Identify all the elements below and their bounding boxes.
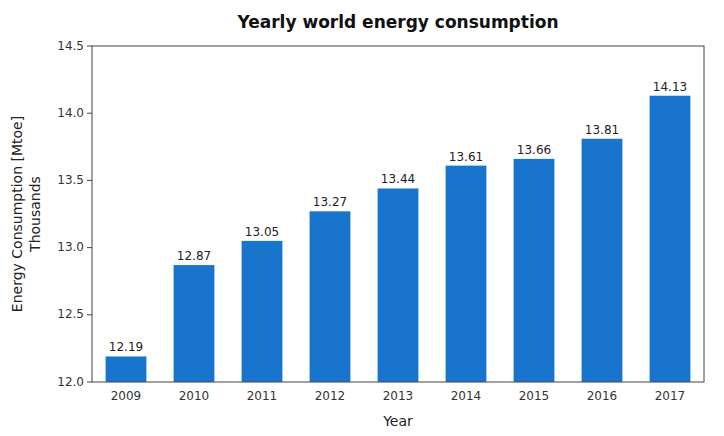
chart-title: Yearly world energy consumption — [236, 12, 558, 32]
y-tick-label: 14.0 — [57, 106, 84, 120]
bar — [310, 211, 351, 382]
y-tick — [87, 113, 92, 114]
data-label: 12.87 — [177, 249, 211, 263]
bar — [582, 139, 623, 382]
x-tick-label: 2015 — [519, 389, 550, 403]
data-label: 13.61 — [449, 150, 483, 164]
x-axis-title: Year — [382, 413, 413, 429]
plot-frame — [92, 46, 704, 382]
y-tick-label: 12.5 — [57, 307, 84, 321]
y-tick — [87, 180, 92, 181]
y-tick-label: 12.0 — [57, 375, 84, 389]
x-tick-label: 2017 — [655, 389, 686, 403]
bar — [242, 241, 283, 382]
bar — [650, 96, 691, 382]
y-axis-title: Thousands — [27, 176, 43, 253]
data-label: 13.27 — [313, 195, 347, 209]
x-tick-label: 2013 — [383, 389, 414, 403]
bars — [106, 96, 691, 382]
y-tick — [87, 314, 92, 315]
x-tick-label: 2016 — [587, 389, 618, 403]
y-tick — [87, 247, 92, 248]
data-label: 13.81 — [585, 123, 619, 137]
bar — [446, 166, 487, 382]
x-axis: 2009 2010 2011 2012 2013 2014 2015 2016 2017 — [111, 389, 686, 403]
x-tick-label: 2009 — [111, 389, 142, 403]
x-tick-label: 2010 — [179, 389, 210, 403]
bar — [378, 188, 419, 382]
data-labels: 12.19 12.87 13.05 13.27 13.44 13.61 13.66 13.81… — [109, 80, 687, 355]
chart-svg: 12.19 12.87 13.05 13.27 13.44 13.61 13.66 13.81… — [0, 0, 724, 436]
data-label: 13.44 — [381, 172, 415, 186]
data-label: 14.13 — [653, 80, 687, 94]
y-tick-label: 13.0 — [57, 240, 84, 254]
x-tick-label: 2012 — [315, 389, 346, 403]
x-tick-label: 2014 — [451, 389, 482, 403]
y-tick — [87, 382, 92, 383]
bar — [514, 159, 555, 382]
bar — [106, 356, 147, 382]
data-label: 13.66 — [517, 143, 551, 157]
y-tick-label: 13.5 — [57, 173, 84, 187]
y-axis: 12.0 12.5 13.0 13.5 14.0 14.5 — [57, 39, 92, 389]
chart-container: 12.19 12.87 13.05 13.27 13.44 13.61 13.66 13.81… — [0, 0, 724, 436]
y-tick — [87, 46, 92, 47]
x-tick-label: 2011 — [247, 389, 278, 403]
y-tick-label: 14.5 — [57, 39, 84, 53]
data-label: 13.05 — [245, 225, 279, 239]
data-label: 12.19 — [109, 340, 143, 354]
bar — [174, 265, 215, 382]
y-axis-title: Energy Consumption [Mtoe] — [9, 116, 25, 312]
